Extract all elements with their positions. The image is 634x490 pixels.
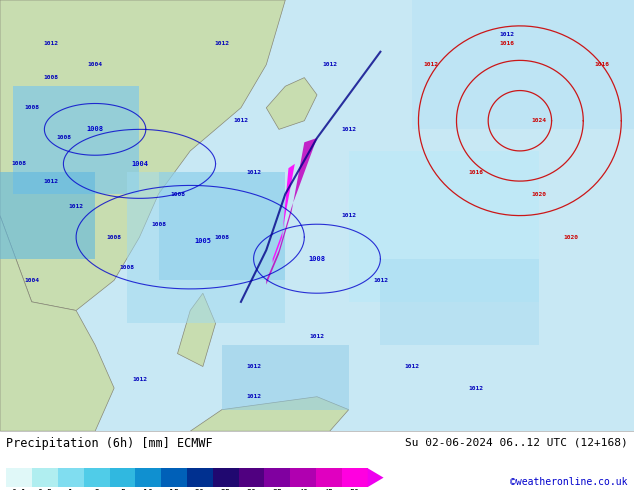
Text: ©weatheronline.co.uk: ©weatheronline.co.uk [510,477,628,487]
Bar [316,468,342,487]
Bar [0,172,95,259]
Text: 45: 45 [324,489,334,490]
Bar [58,468,84,487]
Text: 1012: 1012 [309,334,325,339]
Text: 1008: 1008 [170,192,185,196]
Text: 1005: 1005 [195,239,211,245]
Text: 1012: 1012 [373,278,388,283]
Bar [290,468,316,487]
Polygon shape [266,77,317,129]
Text: 1008: 1008 [214,235,230,240]
Text: 1012: 1012 [68,204,84,210]
Text: 1004: 1004 [24,278,39,283]
Text: 1012: 1012 [246,394,261,399]
Text: 50: 50 [350,489,360,490]
Text: 1016: 1016 [595,62,610,67]
Text: 35: 35 [273,489,282,490]
Text: Su 02-06-2024 06..12 UTC (12+168): Su 02-06-2024 06..12 UTC (12+168) [405,437,628,447]
Bar [412,0,634,129]
Bar [380,259,539,345]
Bar [349,151,539,302]
Text: 1012: 1012 [132,377,147,382]
Text: 1012: 1012 [322,62,337,67]
Text: 1008: 1008 [107,235,122,240]
Polygon shape [368,468,384,487]
Text: 1: 1 [68,489,74,490]
Text: 40: 40 [298,489,308,490]
Text: 10: 10 [143,489,153,490]
Bar [238,468,264,487]
Text: 1012: 1012 [424,62,439,67]
Text: 1008: 1008 [24,105,39,110]
Text: 15: 15 [169,489,179,490]
Text: 20: 20 [195,489,205,490]
Bar [222,345,349,410]
Text: 1012: 1012 [246,170,261,175]
Text: 2: 2 [94,489,99,490]
Text: 25: 25 [221,489,231,490]
Text: 1020: 1020 [531,192,547,196]
Text: 1008: 1008 [119,265,134,270]
Text: 0.1: 0.1 [12,489,27,490]
Text: Precipitation (6h) [mm] ECMWF: Precipitation (6h) [mm] ECMWF [6,437,213,450]
Text: 1012: 1012 [233,118,249,123]
Text: 1012: 1012 [341,127,356,132]
Bar [84,468,110,487]
Text: 0.5: 0.5 [37,489,53,490]
Polygon shape [273,164,295,263]
Text: 1012: 1012 [404,364,420,369]
Bar [127,172,285,323]
Text: 1012: 1012 [43,41,58,46]
Text: 1008: 1008 [87,126,103,132]
Polygon shape [0,0,285,311]
Text: 1024: 1024 [531,118,547,123]
Text: 1016: 1016 [500,41,515,46]
Bar [161,468,187,487]
Text: 1016: 1016 [468,170,483,175]
Text: 1008: 1008 [151,221,166,227]
Polygon shape [266,138,317,285]
Text: 1004: 1004 [131,161,148,167]
Text: 1012: 1012 [500,32,515,37]
Text: 1008: 1008 [56,135,71,141]
Bar [342,468,368,487]
Text: 1008: 1008 [309,256,325,262]
Text: 1012: 1012 [214,41,230,46]
Text: 1012: 1012 [468,386,483,391]
Text: 1012: 1012 [43,178,58,184]
Text: 1012: 1012 [341,213,356,218]
Text: 1008: 1008 [11,161,27,167]
Text: 30: 30 [247,489,257,490]
Polygon shape [190,397,349,431]
Bar [13,86,139,194]
Bar [32,468,58,487]
Bar [6,468,32,487]
Bar [110,468,136,487]
Bar [158,172,285,280]
Polygon shape [0,216,114,431]
Text: 1012: 1012 [246,364,261,369]
Text: 1008: 1008 [43,75,58,80]
Polygon shape [178,293,216,367]
Text: 1004: 1004 [87,62,103,67]
Bar [264,468,290,487]
Bar [187,468,213,487]
Bar [136,468,161,487]
Text: 1020: 1020 [563,235,578,240]
Text: 5: 5 [120,489,125,490]
Bar [213,468,238,487]
